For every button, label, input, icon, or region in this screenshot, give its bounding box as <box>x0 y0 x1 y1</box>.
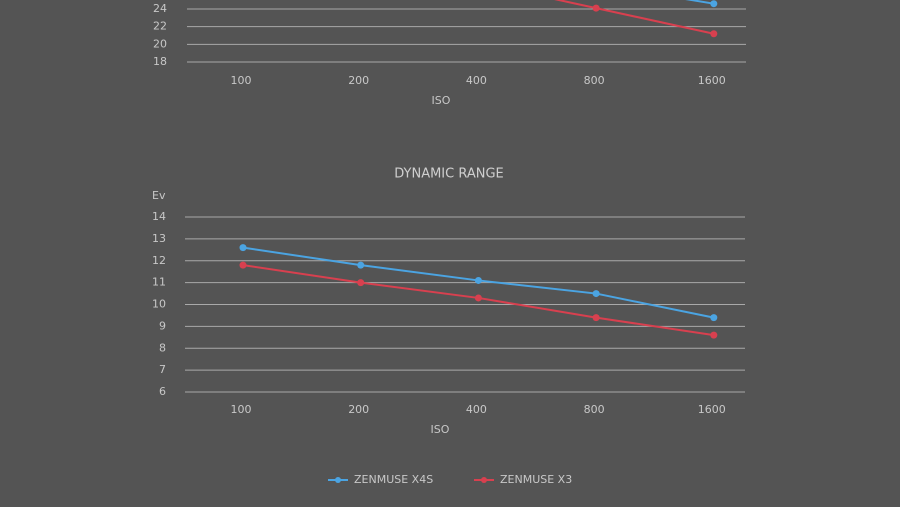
x-axis-label: ISO <box>431 423 450 436</box>
x-tick-label: 1600 <box>698 74 726 87</box>
data-point <box>592 314 600 322</box>
data-point <box>710 314 718 322</box>
legend-marker <box>335 477 341 483</box>
y-tick-label: 24 <box>153 2 167 15</box>
y-axis-label: Ev <box>152 189 166 202</box>
chart-title: DYNAMIC RANGE <box>394 167 504 182</box>
data-point <box>239 244 247 252</box>
x-tick-label: 200 <box>348 403 369 416</box>
y-tick-label: 7 <box>159 363 166 376</box>
legend-label: ZENMUSE X4S <box>354 473 433 486</box>
x-tick-label: 800 <box>584 403 605 416</box>
x-axis-label: ISO <box>432 94 451 107</box>
data-point <box>710 30 718 38</box>
y-tick-label: 9 <box>159 319 166 332</box>
x-tick-label: 400 <box>466 403 487 416</box>
legend-marker <box>481 477 487 483</box>
data-point <box>357 279 365 287</box>
data-point <box>710 0 718 8</box>
x-tick-label: 100 <box>231 74 252 87</box>
y-tick-label: 10 <box>152 298 166 311</box>
y-tick-label: 20 <box>153 37 167 50</box>
y-tick-label: 18 <box>153 55 167 68</box>
x-tick-label: 1600 <box>698 403 726 416</box>
x-tick-label: 800 <box>584 74 605 87</box>
y-tick-label: 22 <box>153 20 167 33</box>
legend-label: ZENMUSE X3 <box>500 473 572 486</box>
y-tick-label: 12 <box>152 254 166 267</box>
data-point <box>474 294 482 302</box>
y-tick-label: 6 <box>159 385 166 398</box>
y-tick-label: 13 <box>152 232 166 245</box>
x-tick-label: 400 <box>466 74 487 87</box>
data-point <box>592 4 600 12</box>
y-tick-label: 14 <box>152 210 166 223</box>
data-point <box>592 290 600 298</box>
x-tick-label: 100 <box>231 403 252 416</box>
y-tick-label: 8 <box>159 341 166 354</box>
data-point <box>474 276 482 284</box>
data-point <box>710 331 718 339</box>
data-point <box>357 261 365 269</box>
y-tick-label: 11 <box>152 276 166 289</box>
data-point <box>239 261 247 269</box>
series-line <box>685 0 714 5</box>
x-tick-label: 200 <box>348 74 369 87</box>
